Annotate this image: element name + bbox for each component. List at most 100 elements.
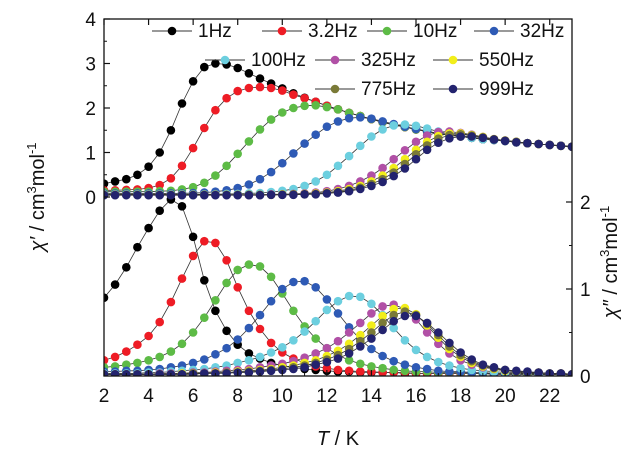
- y-right-axis-title-sup-a: 3: [597, 250, 612, 257]
- x-tick-label: 18: [450, 386, 471, 407]
- data-point-999hz-chi2: [523, 367, 532, 376]
- data-point-10hz-chi2: [378, 363, 387, 373]
- data-point-1hz-chi1: [133, 170, 142, 180]
- data-point-999hz-chi2: [489, 363, 499, 372]
- data-point-32hz-chi1: [278, 158, 287, 168]
- x-axis-title: T / K: [317, 428, 360, 450]
- data-point-10hz-chi1: [266, 115, 276, 124]
- data-point-999hz-chi1: [567, 142, 572, 151]
- data-point-3p2hz-chi2: [122, 347, 131, 356]
- legend-label: 550Hz: [479, 50, 534, 71]
- data-point-999hz-chi2: [266, 366, 276, 376]
- data-point-550hz-chi2: [389, 304, 399, 314]
- y-left-axis-title-sup-b: -1: [24, 142, 39, 154]
- data-point-999hz-chi2: [356, 342, 365, 351]
- y-right-axis-title-symbol: χ″: [600, 299, 622, 320]
- data-point-999hz-chi1: [255, 190, 265, 200]
- data-point-999hz-chi1: [467, 132, 477, 141]
- data-point-3p2hz-chi2: [133, 340, 142, 350]
- data-point-100hz-chi2: [333, 296, 343, 306]
- data-point-100hz-chi1: [367, 132, 376, 141]
- legend-marker: [277, 26, 287, 36]
- data-point-10hz-chi1: [211, 171, 220, 180]
- x-tick-label: 2: [99, 386, 110, 407]
- data-point-1hz-chi2: [177, 202, 187, 211]
- y-right-axis-title-unit-a: / cm: [600, 257, 622, 300]
- legend-marker: [489, 26, 499, 36]
- data-point-999hz-chi1: [389, 171, 399, 181]
- data-point-999hz-chi1: [456, 132, 465, 141]
- data-point-32hz-chi2: [422, 364, 432, 374]
- data-point-1hz-chi2: [222, 326, 231, 336]
- y-left-tick-label: 3: [85, 55, 96, 76]
- data-point-999hz-chi1: [411, 154, 421, 164]
- legend-marker: [448, 84, 458, 94]
- data-point-999hz-chi2: [434, 328, 443, 337]
- data-point-999hz-chi1: [211, 190, 220, 200]
- data-point-100hz-chi2: [367, 299, 376, 309]
- series-layer: [104, 59, 572, 376]
- y-left-tick-label: 4: [85, 10, 96, 31]
- data-point-1hz-chi1: [244, 69, 254, 78]
- data-point-999hz-chi2: [567, 370, 572, 376]
- data-point-32hz-chi2: [278, 284, 287, 294]
- data-point-3p2hz-chi1: [233, 86, 242, 96]
- data-point-1hz-chi1: [104, 179, 109, 188]
- data-point-1hz-chi1: [110, 177, 120, 186]
- data-point-32hz-chi2: [322, 295, 332, 304]
- data-point-999hz-chi1: [177, 190, 187, 200]
- data-point-999hz-chi2: [255, 367, 265, 376]
- data-point-325hz-chi2: [322, 343, 332, 353]
- data-point-3p2hz-chi1: [266, 83, 276, 93]
- data-point-325hz-chi1: [411, 137, 421, 147]
- legend-label: 325Hz: [361, 50, 416, 71]
- data-point-10hz-chi2: [133, 358, 142, 368]
- data-point-325hz-chi2: [422, 328, 432, 337]
- data-point-550hz-chi2: [378, 311, 387, 321]
- data-point-32hz-chi1: [356, 113, 365, 122]
- data-point-100hz-chi2: [311, 316, 321, 326]
- data-point-10hz-chi2: [356, 359, 365, 369]
- y-left-axis-title-unit-b: mol: [27, 154, 49, 186]
- legend-item-775hz: 775Hz: [315, 79, 416, 100]
- data-point-999hz-chi2: [445, 338, 454, 348]
- legend-marker: [448, 55, 458, 65]
- data-point-3p2hz-chi1: [177, 161, 187, 171]
- data-point-999hz-chi1: [523, 138, 532, 148]
- data-point-32hz-chi2: [289, 277, 298, 287]
- data-point-10hz-chi2: [211, 296, 220, 305]
- data-point-3p2hz-chi2: [110, 352, 120, 362]
- y-left-tick-label: 1: [85, 144, 96, 165]
- data-point-3p2hz-chi1: [155, 180, 164, 190]
- legend-label: 3.2Hz: [308, 21, 358, 42]
- data-point-999hz-chi1: [200, 190, 209, 200]
- data-point-999hz-chi2: [467, 355, 477, 364]
- x-axis-title-symbol: T: [317, 428, 331, 450]
- legend-label: 100Hz: [251, 50, 306, 71]
- y-left-tick-label: 0: [85, 188, 96, 209]
- x-axis-title-unit: / K: [329, 428, 360, 450]
- legend-marker: [220, 55, 230, 65]
- data-point-32hz-chi1: [322, 122, 332, 131]
- legend-item-3p2hz: 3.2Hz: [262, 21, 358, 42]
- data-point-3p2hz-chi1: [222, 93, 231, 103]
- data-point-999hz-chi1: [367, 181, 376, 191]
- data-point-10hz-chi2: [255, 262, 265, 271]
- legend-item-100hz: 100Hz: [205, 50, 306, 71]
- data-point-999hz-chi1: [144, 190, 153, 200]
- data-point-999hz-chi2: [534, 368, 543, 376]
- data-point-32hz-chi2: [434, 366, 443, 376]
- data-point-10hz-chi2: [389, 365, 399, 375]
- data-point-32hz-chi2: [367, 344, 376, 354]
- data-point-999hz-chi2: [177, 370, 187, 376]
- data-point-325hz-chi2: [434, 339, 443, 349]
- data-point-3p2hz-chi1: [278, 86, 287, 95]
- data-point-100hz-chi2: [266, 348, 276, 357]
- legend-label: 10Hz: [413, 21, 457, 42]
- data-point-999hz-chi1: [155, 190, 164, 200]
- data-point-3p2hz-chi1: [255, 82, 265, 92]
- data-point-10hz-chi1: [244, 137, 254, 146]
